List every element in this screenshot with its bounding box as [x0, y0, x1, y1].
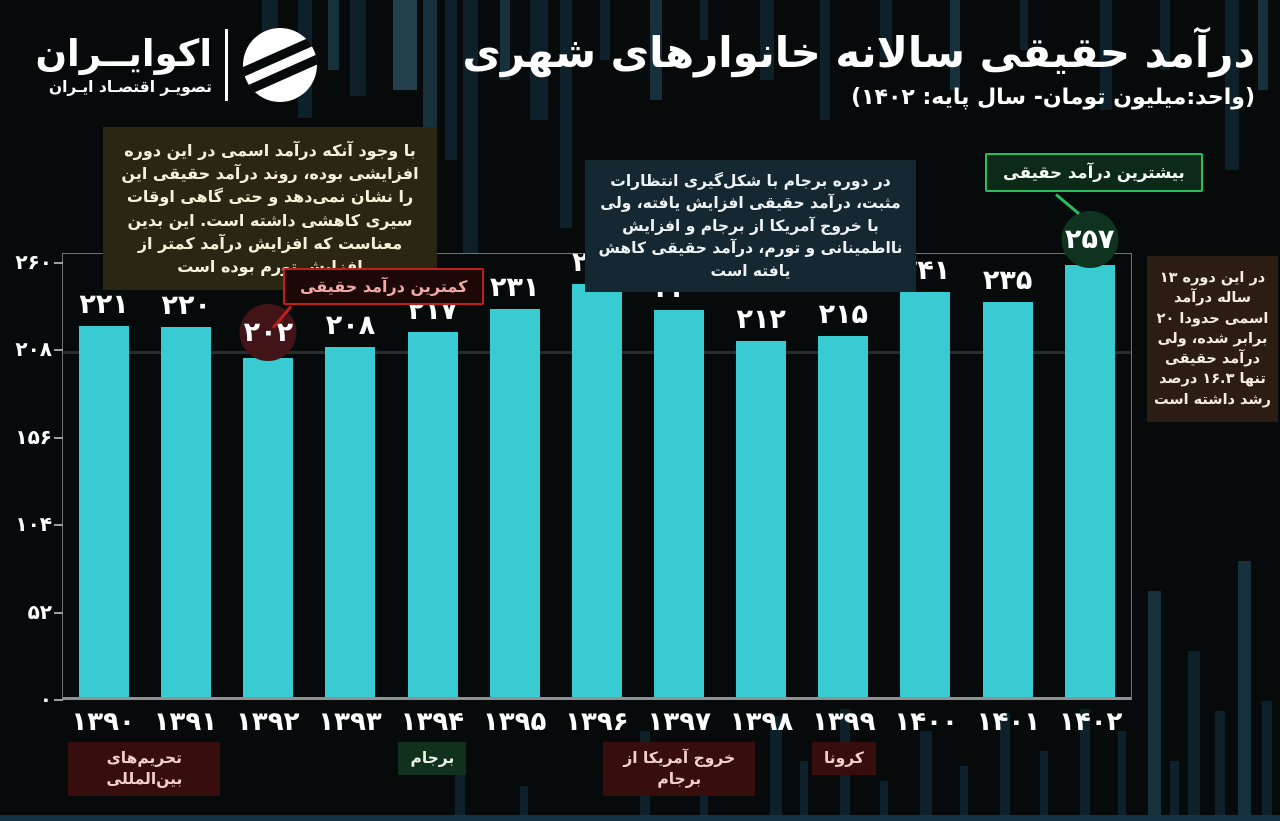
max-value-circle: ۲۵۷ [1061, 211, 1119, 269]
y-tick-mark [54, 349, 63, 352]
event-tag: برجام [398, 742, 467, 775]
bar-column: ۲۴۱ [900, 254, 951, 697]
y-tick-label: ۱۰۴ [15, 512, 52, 537]
bar-column: ۲۱۵ [818, 254, 869, 697]
x-year-label: ۱۳۹۶ [565, 707, 629, 737]
x-year-label: ۱۳۹۱ [153, 707, 218, 737]
bar-column: ۲۴۶ [571, 247, 622, 697]
y-tick-mark [54, 699, 63, 701]
bar [79, 325, 130, 697]
bar-column: ۲۱۲ [736, 254, 787, 697]
x-year-label: ۱۴۰۱ [976, 707, 1041, 737]
y-tick-mark [54, 524, 63, 527]
bar-value-label: ۲۱۵ [818, 298, 869, 330]
bar-value-label: ۲۰۲ [243, 316, 294, 348]
bar [489, 308, 540, 697]
event-tag: تحریم‌های بین‌المللی [68, 742, 221, 796]
y-tick-mark [54, 436, 63, 439]
x-year-label: ۱۳۹۹ [812, 707, 876, 737]
x-year-label: ۱۳۹۵ [482, 707, 547, 737]
bar [900, 291, 951, 697]
note-nominal-vs-real: با وجود آنکه درآمد اسمی در این دوره افزا… [103, 127, 437, 291]
x-year-label: ۱۴۰۲ [1058, 707, 1123, 737]
bar-value-label: ۲۲۱ [79, 288, 129, 320]
bar-value-label: ۲۲۰ [161, 290, 211, 322]
bar-column: ۲۳۱ [489, 254, 540, 697]
page-title: درآمد حقیقی سالانه خانوارهای شهری [462, 28, 1255, 77]
bar [654, 310, 705, 697]
bar [818, 335, 869, 697]
brand-divider [225, 29, 228, 101]
note-jcpoa-period: در دوره برجام با شکل‌گیری انتظارات مثبت،… [585, 160, 916, 293]
bar-column: ۲۲۱ [79, 254, 130, 697]
bar [407, 332, 458, 697]
ecoiran-logo-icon [242, 27, 318, 103]
y-tick-label: ۲۰۸ [15, 337, 52, 362]
bar [571, 283, 622, 697]
event-tags-row: تحریم‌های بین‌المللی برجام خروج آمریکا از … [62, 742, 1132, 812]
x-year-label: ۱۴۰۰ [894, 707, 958, 737]
bar-column: ۲۵۷ [1061, 211, 1119, 697]
brand-tagline: تصویـر اقتصـاد ایـران [48, 78, 212, 97]
brand-text: اکوایــران تصویـر اقتصـاد ایـران [35, 31, 212, 97]
bar-column: ۲۳۵ [982, 254, 1033, 697]
plot-area: ۲۲۱ ۲۲۰ ۲۰۲ ۲۰۸ ۲۱۷ ۲۳۱ ۲۴۶ ۲۳۰ ۲۱۲ ۲۱۵ ۲۴۱ ۲۳۵ ۲۵۷ [62, 211, 1132, 700]
bar [243, 357, 294, 697]
bar [1064, 265, 1115, 697]
bar-value-label: ۲۰۸ [325, 310, 376, 342]
x-year-label: ۱۳۹۲ [235, 707, 300, 737]
callout-min-income: کمترین درآمد حقیقی [283, 268, 485, 305]
bar-column: ۲۰۸ [325, 254, 376, 697]
y-tick-label: ۵۲ [27, 599, 52, 624]
note-13-year-summary: در این دوره ۱۳ ساله درآمد اسمی حدودا ۲۰ … [1147, 256, 1278, 423]
bar-value-label: ۲۳۵ [982, 265, 1033, 297]
bar-columns: ۲۲۱ ۲۲۰ ۲۰۲ ۲۰۸ ۲۱۷ ۲۳۱ ۲۴۶ ۲۳۰ ۲۱۲ ۲۱۵ ۲۴۱ ۲۳۵ ۲۵۷ [63, 211, 1131, 697]
x-year-label: ۱۳۹۳ [318, 707, 382, 737]
bar [325, 347, 376, 697]
bar [161, 327, 212, 697]
bar-value-label: ۲۵۷ [1065, 224, 1115, 256]
page-subtitle: (واحد:میلیون تومان- سال پایه: ۱۴۰۲) [851, 84, 1255, 110]
bar-column: ۲۰۲ [239, 254, 297, 697]
callout-max-income: بیشترین درآمد حقیقی [985, 153, 1203, 192]
bottom-edge-strip [0, 815, 1280, 821]
x-year-label: ۱۳۹۷ [647, 707, 711, 737]
x-year-label: ۱۳۹۴ [400, 707, 465, 737]
y-tick-label: ۰ [39, 687, 52, 711]
x-year-label: ۱۳۹۰ [71, 707, 135, 737]
bar-column: ۲۱۷ [407, 254, 458, 697]
y-tick-mark [54, 262, 63, 264]
bar-column: ۲۲۰ [161, 254, 212, 697]
bar-column: ۲۳۰ [654, 254, 705, 697]
y-tick-label: ۱۵۶ [15, 424, 52, 449]
bar [736, 340, 787, 697]
bar [982, 302, 1033, 697]
x-year-label: ۱۳۹۸ [729, 707, 794, 737]
y-tick-label: ۲۶۰ [15, 250, 52, 274]
event-tag: خروج آمریکا از برجام [603, 742, 756, 796]
bar-value-label: ۲۱۲ [736, 303, 786, 335]
bar-value-label: ۲۳۱ [490, 271, 540, 303]
x-axis-year-labels: ۱۳۹۰ ۱۳۹۱ ۱۳۹۲ ۱۳۹۳ ۱۳۹۴ ۱۳۹۵ ۱۳۹۶ ۱۳۹۷ ۱۳۹۸ ۱۳۹۹… [62, 707, 1132, 737]
brand-block: اکوایــران تصویـر اقتصـاد ایـران [35, 26, 319, 104]
brand-name: اکوایــران [35, 31, 212, 75]
header-titles: درآمد حقیقی سالانه خانوارهای شهری (واحد:… [462, 26, 1255, 110]
y-tick-mark [54, 611, 63, 614]
event-tag: کرونا [811, 742, 876, 775]
